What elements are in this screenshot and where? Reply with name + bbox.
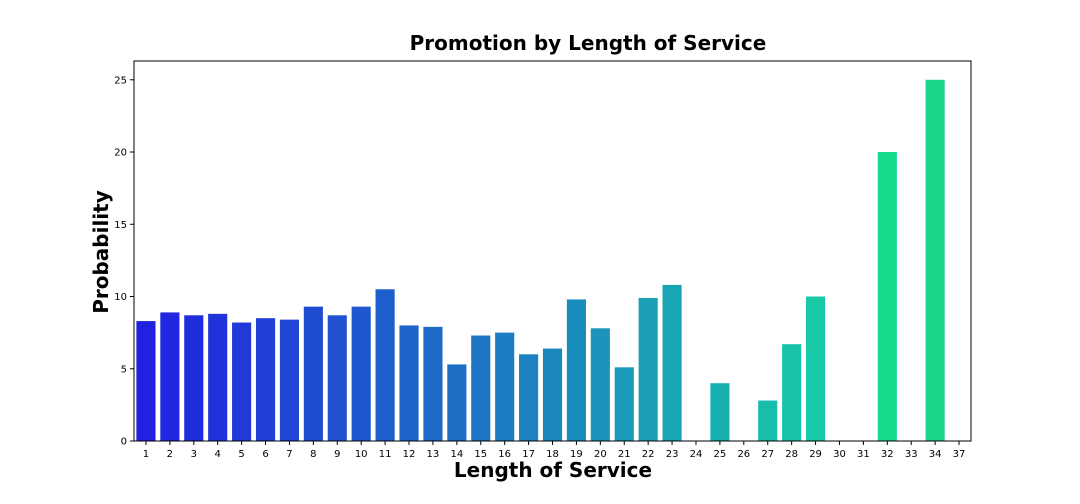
- x-axis-label: Length of Service: [454, 458, 652, 482]
- bar-28: [782, 344, 802, 441]
- x-tick-label-19: 19: [570, 449, 583, 460]
- y-tick-label-5: 5: [121, 364, 127, 375]
- x-tick-label-3: 3: [191, 449, 197, 460]
- x-tick-label-18: 18: [546, 449, 559, 460]
- x-tick-label-21: 21: [618, 449, 631, 460]
- x-tick-label-34: 34: [929, 449, 942, 460]
- x-tick-label-5: 5: [238, 449, 244, 460]
- x-tick-label-6: 6: [262, 449, 268, 460]
- x-tick-label-14: 14: [450, 449, 463, 460]
- x-tick-label-13: 13: [427, 449, 440, 460]
- bar-32: [877, 152, 897, 441]
- bar-16: [495, 332, 515, 441]
- x-ticks-group: 1 2 3 4 5 6 7 8 9 10 11 12 13 14 15 16 17 18 19 20 21 22 23 24 2…: [143, 441, 966, 460]
- bar-17: [519, 354, 539, 441]
- y-tick-label-10: 10: [114, 292, 127, 303]
- x-tick-label-12: 12: [403, 449, 416, 460]
- x-tick-label-25: 25: [714, 449, 727, 460]
- bar-15: [471, 335, 491, 441]
- x-tick-label-31: 31: [857, 449, 870, 460]
- bar-2: [160, 312, 180, 441]
- x-tick-label-10: 10: [355, 449, 368, 460]
- x-tick-label-23: 23: [666, 449, 679, 460]
- bar-27: [758, 400, 778, 441]
- x-tick-label-27: 27: [761, 449, 774, 460]
- x-tick-label-20: 20: [594, 449, 607, 460]
- x-tick-label-33: 33: [905, 449, 918, 460]
- y-ticks-group: 0 5 10 15 20 25: [114, 75, 134, 448]
- x-tick-label-24: 24: [690, 449, 703, 460]
- x-tick-label-4: 4: [215, 449, 221, 460]
- bar-3: [184, 315, 204, 441]
- x-tick-label-11: 11: [379, 449, 392, 460]
- x-tick-label-16: 16: [498, 449, 511, 460]
- x-tick-label-28: 28: [785, 449, 798, 460]
- x-tick-label-37: 37: [953, 449, 966, 460]
- x-tick-label-15: 15: [474, 449, 487, 460]
- y-tick-label-0: 0: [121, 437, 127, 448]
- bar-34: [925, 79, 945, 442]
- chart-title: Promotion by Length of Service: [410, 31, 767, 55]
- bar-19: [566, 299, 586, 441]
- bar-6: [255, 318, 276, 441]
- bar-10: [351, 306, 371, 441]
- bar-21: [614, 367, 634, 441]
- y-tick-label-20: 20: [114, 148, 127, 159]
- bar-29: [805, 296, 826, 441]
- x-tick-label-29: 29: [809, 449, 822, 460]
- plot-frame: [133, 60, 972, 442]
- x-tick-label-7: 7: [286, 449, 292, 460]
- y-tick-label-15: 15: [114, 220, 127, 231]
- x-tick-label-32: 32: [881, 449, 894, 460]
- bar-20: [590, 328, 610, 441]
- x-tick-label-2: 2: [167, 449, 173, 460]
- bar-9: [327, 315, 347, 441]
- x-tick-label-1: 1: [143, 449, 149, 460]
- bar-22: [638, 297, 658, 441]
- x-tick-label-8: 8: [310, 449, 316, 460]
- bar-25: [710, 383, 730, 441]
- x-tick-label-17: 17: [522, 449, 535, 460]
- y-axis-label: Probability: [89, 190, 113, 314]
- bar-5: [232, 322, 252, 441]
- bar-1: [136, 321, 156, 441]
- bar-11: [375, 289, 395, 441]
- bar-23: [662, 284, 682, 441]
- bar-14: [447, 364, 467, 441]
- bar-12: [399, 325, 419, 441]
- bar-4: [208, 313, 228, 441]
- bar-7: [279, 319, 300, 441]
- y-tick-label-25: 25: [114, 75, 127, 86]
- bar-13: [423, 326, 443, 441]
- x-tick-label-22: 22: [642, 449, 655, 460]
- x-tick-label-26: 26: [737, 449, 750, 460]
- x-tick-label-30: 30: [833, 449, 846, 460]
- bars-group: [136, 79, 945, 442]
- bar-8: [303, 306, 323, 441]
- x-tick-label-9: 9: [334, 449, 340, 460]
- bar-18: [542, 348, 563, 441]
